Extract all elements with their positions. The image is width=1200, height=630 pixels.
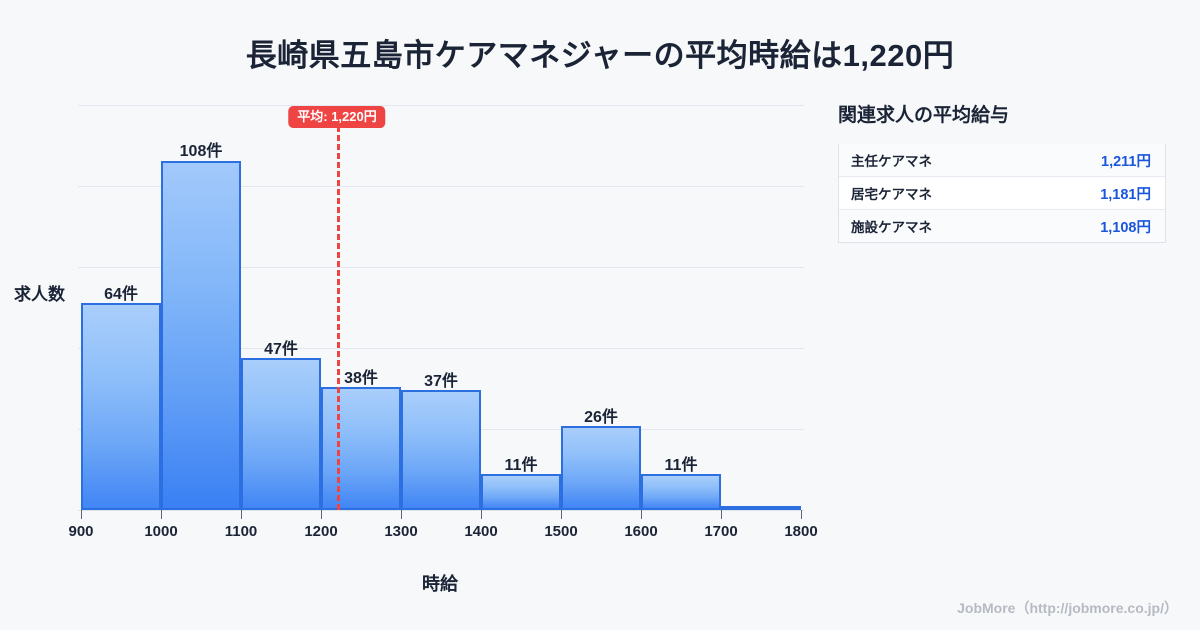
x-axis-line	[78, 510, 804, 511]
bar-value-label: 11件	[504, 457, 538, 475]
histogram-bar[interactable]	[81, 302, 161, 510]
plot-area: 64件 108件 47件 38件 37件 11件 26件 11件	[78, 99, 804, 510]
histogram-bar[interactable]	[321, 387, 401, 510]
x-axis-tick	[561, 510, 562, 519]
x-axis-tick	[81, 510, 82, 519]
histogram-bar[interactable]	[401, 390, 481, 510]
bar-value-label: 64件	[104, 285, 138, 303]
salary-row-name: 居宅ケアマネ	[851, 187, 932, 202]
salary-row[interactable]: 施設ケアマネ 1,108円	[839, 210, 1165, 243]
bar-value-label: 26件	[584, 408, 618, 426]
histogram-chart: 求人数 64件 108件 47件 38件 37件 11件 26件 11件 900 1000 110…	[14, 99, 818, 594]
related-salary-table: 主任ケアマネ 1,211円居宅ケアマネ 1,181円施設ケアマネ 1,108円	[838, 144, 1166, 243]
x-axis-tick-label: 1100	[224, 523, 258, 540]
x-axis-tick-label: 1600	[624, 523, 658, 540]
x-axis-tick-label: 1700	[704, 523, 738, 540]
x-axis-tick-label: 1500	[544, 523, 578, 540]
average-badge: 平均: 1,220円	[288, 106, 386, 128]
x-axis-tick	[321, 510, 322, 519]
x-axis-tick-label: 900	[68, 523, 94, 540]
salary-row[interactable]: 主任ケアマネ 1,211円	[839, 144, 1165, 177]
bar-value-label: 108件	[179, 143, 223, 161]
gridline	[78, 105, 804, 107]
gridline	[78, 348, 804, 350]
bar-value-label: 11件	[664, 457, 698, 475]
x-axis-tick	[721, 510, 722, 519]
y-axis-title: 求人数	[14, 285, 65, 304]
average-dashed-line	[337, 126, 340, 510]
x-axis-tick-label: 1800	[784, 523, 818, 540]
salary-row-name: 施設ケアマネ	[851, 220, 932, 235]
x-axis-tick	[241, 510, 242, 519]
histogram-bar[interactable]	[561, 425, 641, 510]
histogram-bar[interactable]	[481, 474, 561, 510]
related-salary-panel: 関連求人の平均給与 主任ケアマネ 1,211円居宅ケアマネ 1,181円施設ケアマネ…	[838, 100, 1168, 243]
x-axis-tick	[801, 510, 802, 519]
x-axis-title: 時給	[422, 574, 458, 594]
page-title: 長崎県五島市ケアマネジャーの平均時給は1,220円	[245, 38, 955, 73]
salary-row-value: 1,181円	[1100, 186, 1151, 203]
gridline	[78, 186, 804, 188]
bar-value-label: 37件	[424, 373, 458, 391]
footer-watermark: JobMore（http://jobmore.co.jp/）	[957, 600, 1178, 616]
histogram-bar[interactable]	[721, 506, 801, 510]
bar-value-label: 47件	[264, 340, 298, 358]
x-axis-tick-label: 1000	[144, 523, 178, 540]
x-axis-tick	[161, 510, 162, 519]
salary-row[interactable]: 居宅ケアマネ 1,181円	[839, 177, 1165, 210]
x-axis-tick	[401, 510, 402, 519]
salary-row-value: 1,108円	[1100, 219, 1151, 236]
histogram-bar[interactable]	[241, 357, 321, 510]
salary-row-value: 1,211円	[1101, 153, 1151, 170]
x-axis-tick-label: 1300	[384, 523, 418, 540]
histogram-bar[interactable]	[641, 474, 721, 510]
x-axis-tick-label: 1200	[304, 523, 338, 540]
bar-value-label: 38件	[344, 370, 378, 388]
salary-row-name: 主任ケアマネ	[851, 154, 932, 169]
histogram-bar[interactable]	[161, 160, 241, 510]
x-axis-tick-label: 1400	[464, 523, 498, 540]
x-axis-tick	[641, 510, 642, 519]
x-axis-tick	[481, 510, 482, 519]
related-salary-heading: 関連求人の平均給与	[838, 105, 1010, 126]
gridline	[78, 267, 804, 269]
